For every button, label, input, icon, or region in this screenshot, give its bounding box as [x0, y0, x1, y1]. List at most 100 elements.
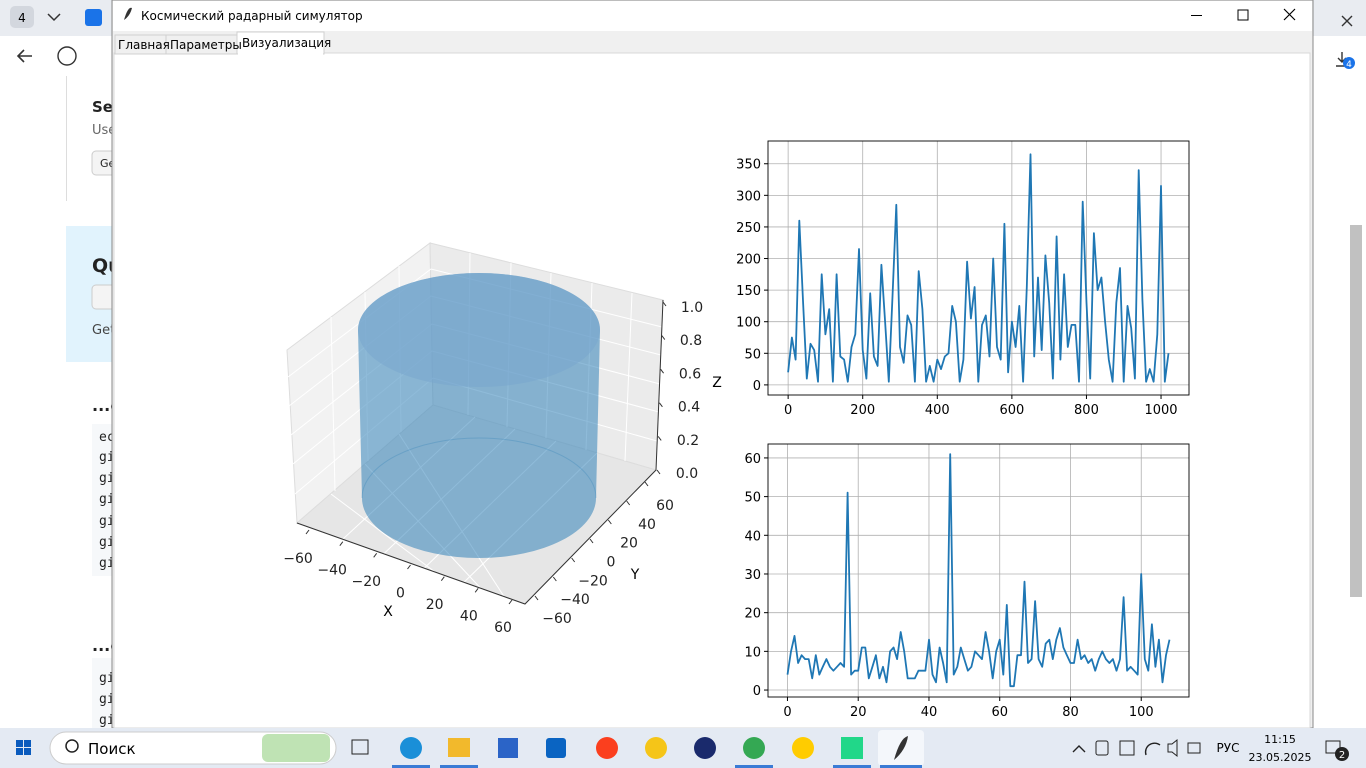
mail-tab-icon[interactable] — [85, 9, 102, 26]
clock-time[interactable]: 11:15 — [1264, 733, 1296, 746]
y-tick-label: 20 — [744, 607, 761, 622]
y-tick-label: 0 — [753, 379, 761, 394]
tick-mark — [571, 557, 576, 563]
tick-mark — [644, 481, 649, 487]
browser-scrollbar[interactable] — [1350, 225, 1362, 597]
y-tick-label: 300 — [736, 189, 761, 204]
x-tick-label: 800 — [1074, 403, 1099, 418]
y-tick-label: 200 — [736, 253, 761, 268]
volume-icon[interactable] — [1167, 738, 1178, 758]
x-tick-label: 100 — [1129, 705, 1154, 720]
clock-date[interactable]: 23.05.2025 — [1249, 751, 1312, 764]
outlook-icon[interactable] — [546, 738, 566, 758]
tick-label-3d: 0.4 — [678, 400, 700, 416]
tab-label: Визуализация — [242, 36, 331, 50]
app-icon-c[interactable] — [694, 737, 716, 759]
tick-mark — [607, 519, 612, 525]
tick-mark — [657, 436, 662, 441]
x-tick-label: 600 — [999, 403, 1024, 418]
music-icon[interactable] — [645, 737, 667, 759]
tick-label-3d: 0.8 — [680, 333, 702, 349]
tick-label-3d: 40 — [638, 517, 656, 533]
tick-label-3d: 40 — [460, 609, 478, 625]
y-tick-label: 50 — [744, 491, 761, 506]
y-tick-label: 40 — [744, 529, 761, 544]
tick-label-3d: −20 — [578, 573, 608, 589]
edge-icon[interactable] — [400, 737, 422, 759]
minimize-button[interactable] — [1191, 15, 1202, 16]
pycharm-icon[interactable] — [841, 737, 863, 759]
yandex-browser-icon[interactable] — [792, 737, 814, 759]
tick-label-3d: −40 — [317, 563, 347, 579]
language[interactable]: РУС — [1217, 741, 1240, 755]
tick-label-3d: 1.0 — [681, 300, 703, 316]
tick-label-3d: 60 — [494, 620, 512, 636]
yandex-button[interactable] — [57, 46, 77, 66]
tab-count: 4 — [18, 11, 26, 25]
tick-label-3d: −60 — [283, 551, 313, 567]
search-label: Поиск — [88, 740, 136, 758]
tray-expand[interactable] — [1072, 745, 1086, 753]
tick-label-3d: −40 — [560, 592, 590, 608]
tray-icon[interactable] — [1119, 740, 1135, 756]
store-icon[interactable] — [498, 738, 518, 758]
browser-text: Get — [92, 323, 115, 338]
tick-label-3d: 20 — [426, 597, 444, 613]
browser-text: gi — [99, 692, 115, 707]
back-button[interactable] — [16, 49, 32, 63]
notification-count: 2 — [1339, 750, 1345, 761]
y-tick-label: 350 — [736, 158, 761, 173]
tick-mark — [589, 538, 594, 544]
wifi-icon[interactable] — [1144, 742, 1161, 756]
browser-text: gi — [99, 514, 115, 529]
axis-label: X — [383, 604, 393, 620]
tab-label: Главная — [118, 38, 170, 52]
x-tick-label: 200 — [850, 403, 875, 418]
tick-mark — [626, 500, 631, 506]
yandex-icon[interactable] — [596, 737, 618, 759]
battery-icon[interactable] — [1187, 742, 1201, 754]
start-button[interactable] — [16, 740, 31, 755]
axis-label: Z — [712, 375, 722, 391]
app-icon — [124, 7, 132, 20]
tick-label-3d: 0.6 — [679, 366, 701, 382]
tab-group[interactable] — [10, 6, 34, 28]
x-tick-label: 20 — [850, 705, 867, 720]
search-highlight — [262, 734, 330, 762]
maximize-button[interactable] — [1237, 9, 1249, 21]
y-tick-label: 150 — [736, 284, 761, 299]
notification-icon[interactable] — [1325, 740, 1341, 754]
browser-text: gi — [99, 492, 115, 507]
axis-lines — [296, 299, 664, 605]
browser-text: gi — [99, 713, 115, 728]
tick-mark — [656, 469, 661, 475]
download-badge: 4 — [1346, 60, 1352, 70]
tab-dropdown[interactable] — [47, 13, 61, 22]
x-tick-label: 40 — [921, 705, 938, 720]
notification-badge-bg — [1335, 747, 1349, 761]
cylinder-bottom-rim — [361, 437, 597, 499]
browser-text: gi — [99, 471, 115, 486]
search-icon — [65, 739, 79, 753]
tick-mark — [339, 541, 344, 546]
browser-text: gi — [99, 535, 115, 550]
title-bar — [113, 1, 1312, 31]
tick-label-3d: 0.2 — [677, 433, 699, 449]
tab-label: Параметры — [170, 38, 242, 52]
tray-icon[interactable] — [1095, 740, 1109, 756]
tick-mark — [660, 368, 664, 374]
explorer-icon[interactable] — [448, 738, 470, 757]
data-line — [786, 453, 1171, 688]
data-line — [787, 153, 1170, 383]
axis-label: Y — [630, 567, 640, 583]
feather-icon — [894, 736, 908, 760]
chrome-icon[interactable] — [743, 737, 765, 759]
task-view[interactable] — [351, 739, 369, 755]
browser-close[interactable] — [1341, 15, 1353, 27]
browser-text: Use — [92, 123, 116, 138]
close-button[interactable] — [1283, 8, 1296, 21]
tick-label-3d: 60 — [656, 498, 674, 514]
plot3d — [286, 242, 664, 605]
